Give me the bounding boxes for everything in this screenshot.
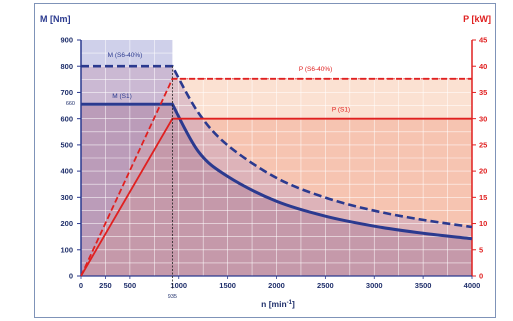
x-tick-label: 2000 [268, 281, 285, 290]
y-left-tick-label: 200 [60, 219, 73, 228]
y-left-tick-label: 800 [60, 62, 73, 71]
y-left-tick-label: 300 [60, 193, 73, 202]
y-left-tick-label: 400 [60, 167, 73, 176]
series-line-m-s6 [81, 64, 473, 229]
y-left-tick-label: 600 [60, 114, 73, 123]
y-right-tick-label: 40 [479, 62, 487, 71]
x-tick-label: 1000 [170, 281, 187, 290]
y-right-tick-label: 0 [479, 272, 483, 281]
y-axis-left-title: M [Nm] [40, 14, 71, 24]
y-left-tick-label: 700 [60, 88, 73, 97]
x-tick-label: 4000 [464, 281, 481, 290]
x-tick-label: 0 [79, 281, 83, 290]
y-left-tick-label: 500 [60, 140, 73, 149]
series-label-m-s1: M (S1) [112, 93, 132, 100]
x-tick-label: 2500 [317, 281, 334, 290]
x-tick-label: 500 [124, 281, 137, 290]
y-right-tick-label: 10 [479, 219, 487, 228]
y-right-tick-label: 20 [479, 167, 487, 176]
x-tick-label: 1500 [219, 281, 236, 290]
x-tick-label: 3500 [415, 281, 432, 290]
y-left-tick-label: 900 [60, 36, 73, 45]
y-right-tick-label: 35 [479, 88, 487, 97]
y-right-tick-label: 15 [479, 193, 487, 202]
y-extra-label-660: 660 [66, 101, 75, 107]
x-tick-label: 3000 [366, 281, 383, 290]
y-axis-right-title: P [kW] [463, 14, 491, 24]
y-right-tick-label: 5 [479, 245, 483, 254]
series-label-m-s6: M (S6-40%) [108, 52, 143, 59]
series-label-p-s1: P (S1) [332, 107, 350, 114]
series-line-m-s1 [81, 102, 473, 241]
y-left-tick-label: 100 [60, 245, 73, 254]
y-right-tick-label: 45 [479, 36, 487, 45]
series-label-p-s6: P (S6-40%) [299, 66, 332, 73]
x-tick-label: 250 [99, 281, 112, 290]
x-extra-label-935: 935 [168, 294, 177, 300]
x-axis-title: n [min-1] [261, 299, 295, 309]
y-left-tick-label: 0 [69, 272, 73, 281]
y-right-tick-label: 30 [479, 114, 487, 123]
y-right-tick-label: 25 [479, 140, 487, 149]
